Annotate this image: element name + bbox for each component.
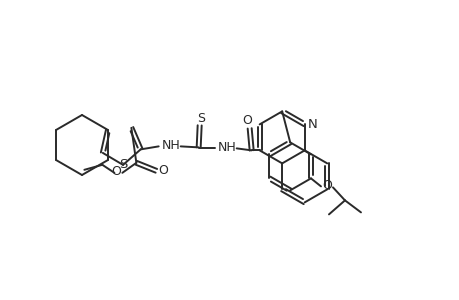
Text: O: O xyxy=(111,165,121,178)
Text: S: S xyxy=(118,158,127,171)
Text: NH: NH xyxy=(161,139,179,152)
Text: S: S xyxy=(196,112,204,125)
Text: N: N xyxy=(307,118,317,131)
Text: O: O xyxy=(158,164,168,177)
Text: O: O xyxy=(242,114,252,127)
Text: NH: NH xyxy=(217,141,235,154)
Text: O: O xyxy=(321,179,331,192)
